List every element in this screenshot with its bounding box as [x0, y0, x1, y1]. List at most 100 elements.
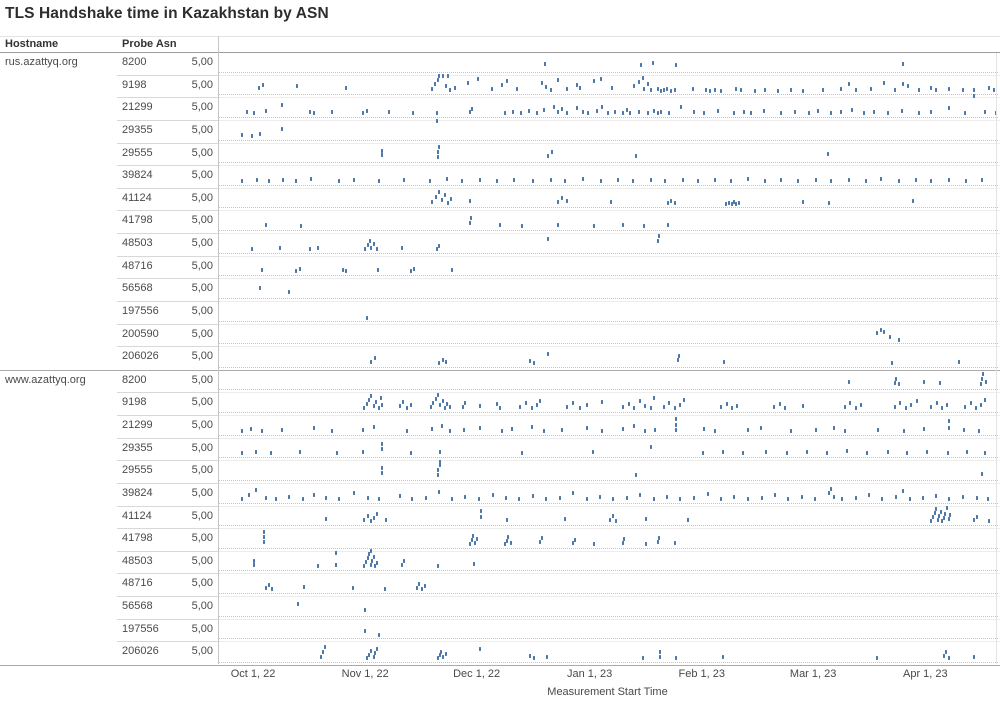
data-point [724, 202, 727, 207]
asn-label: 48716 [117, 257, 173, 280]
data-point [980, 403, 983, 407]
row-max-label: 5,00 [173, 620, 218, 643]
data-point [366, 242, 369, 247]
asn-row: 39824 5,00 [0, 484, 1000, 507]
data-point [241, 132, 244, 137]
row-max-label: 5,00 [173, 211, 218, 234]
data-point [723, 359, 726, 364]
row-baseline [218, 207, 998, 209]
table-header: Hostname Probe Asn [0, 37, 1000, 53]
data-point [609, 200, 612, 205]
data-point [383, 587, 386, 591]
data-point [479, 646, 482, 651]
row-scatter-plot [218, 279, 1000, 302]
data-point [705, 88, 708, 93]
hostname-label [0, 211, 117, 234]
data-point [679, 496, 682, 501]
data-point [765, 450, 768, 455]
hostname-label [0, 439, 117, 462]
data-point [642, 224, 645, 228]
data-point [946, 403, 949, 407]
data-point [366, 514, 369, 519]
data-point [445, 176, 448, 181]
row-scatter-plot [218, 302, 1000, 325]
data-point [429, 178, 432, 183]
data-point [706, 491, 709, 496]
data-point [496, 178, 499, 183]
data-point [652, 60, 654, 65]
data-point [784, 406, 787, 410]
data-point [439, 403, 442, 407]
data-point [847, 177, 850, 182]
row-scatter-plot [218, 574, 1000, 597]
row-scatter-plot [218, 257, 1000, 280]
data-point [658, 233, 661, 238]
data-point [430, 426, 433, 431]
data-point [879, 328, 882, 333]
row-baseline [218, 94, 998, 96]
data-point [505, 538, 508, 543]
data-point [281, 126, 284, 131]
data-point [720, 496, 723, 501]
data-point [518, 496, 521, 501]
data-point [388, 109, 391, 114]
data-point [931, 515, 934, 520]
asn-row: 56568 5,00 [0, 597, 1000, 620]
data-point [988, 86, 991, 91]
asn-label: 8200 [117, 53, 173, 76]
data-point [741, 451, 744, 456]
asn-label: 41798 [117, 529, 173, 552]
hostname-label: rus.azattyq.org [5, 56, 78, 68]
data-point [271, 587, 274, 591]
data-point [720, 405, 723, 409]
data-point [662, 405, 665, 409]
data-point [448, 428, 451, 433]
data-point [330, 428, 333, 433]
data-point [673, 540, 676, 545]
data-point [515, 87, 518, 92]
data-point [376, 268, 379, 273]
data-point [443, 406, 446, 410]
data-point [988, 519, 991, 524]
row-baseline [218, 162, 998, 164]
data-point [512, 109, 515, 114]
data-point [787, 496, 790, 501]
data-point [254, 487, 257, 492]
data-point [730, 178, 733, 183]
data-point [295, 269, 298, 274]
data-point [609, 518, 611, 523]
data-point [666, 201, 669, 206]
row-scatter-plot [218, 118, 1000, 144]
data-point [363, 406, 366, 410]
row-baseline [218, 502, 998, 504]
data-point [313, 425, 316, 430]
hostname-label [0, 642, 117, 665]
data-point [673, 406, 676, 410]
data-point [381, 442, 384, 447]
row-scatter-plot [218, 393, 1000, 416]
data-point [461, 405, 464, 409]
data-point [898, 338, 901, 343]
data-point [738, 201, 741, 206]
data-point [930, 519, 933, 524]
data-point [365, 402, 368, 406]
asn-label: 48503 [117, 552, 173, 575]
data-point [579, 406, 582, 410]
data-point [521, 224, 524, 228]
asn-row: 9198 5,00 [0, 393, 1000, 416]
data-point [498, 406, 501, 410]
data-point [440, 198, 443, 203]
x-axis-tick-label: Apr 1, 23 [903, 668, 948, 680]
data-point [599, 77, 602, 82]
data-point [540, 535, 543, 540]
x-axis-tick-label: Mar 1, 23 [789, 668, 837, 680]
data-point [472, 533, 475, 538]
data-point [696, 178, 699, 183]
data-point [926, 450, 929, 455]
hostname-label [0, 347, 117, 370]
row-max-label: 5,00 [173, 529, 218, 552]
data-point [268, 583, 271, 587]
data-point [622, 405, 625, 409]
data-point [713, 428, 716, 433]
data-point [572, 401, 575, 405]
